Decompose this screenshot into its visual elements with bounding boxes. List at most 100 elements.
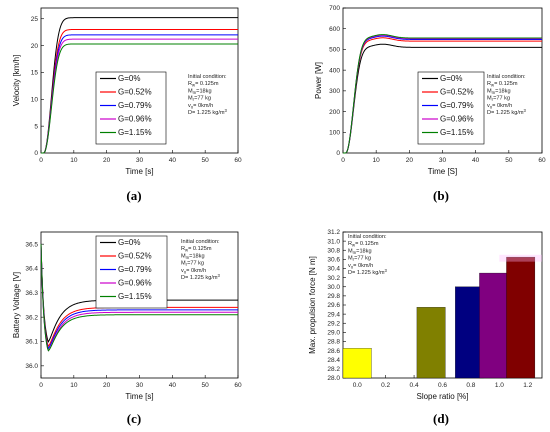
bar bbox=[416, 307, 446, 379]
legend: G=0% G=0.52% G=0.79% G=0.96% G=1.15% bbox=[95, 71, 167, 145]
x-tick-label: 20 bbox=[103, 382, 111, 389]
condition-line: Initial condition: bbox=[487, 74, 526, 80]
x-tick-label: 1.0 bbox=[495, 382, 504, 389]
series-line bbox=[40, 244, 238, 352]
x-tick-label: 0.4 bbox=[410, 382, 419, 389]
y-tick-label: 36.3 bbox=[25, 290, 38, 297]
legend-entry: G=1.15% bbox=[118, 128, 152, 137]
initial-conditions: Initial condition:Rw= 0.125mMm=18kgMr=77… bbox=[188, 74, 228, 116]
condition-line: vo= 0km/h bbox=[188, 103, 213, 110]
x-tick-label: 0.2 bbox=[381, 382, 390, 389]
y-tick-label: 28.2 bbox=[327, 366, 340, 373]
y-tick-label: 28.4 bbox=[327, 357, 340, 364]
y-tick-label: 28.8 bbox=[327, 339, 340, 346]
panel-d: 28.0 28.2 28.4 28.6 28.8 29.0 29.2 29.4 29.6 29.8… bbox=[308, 229, 543, 426]
legend-entry: G=0.79% bbox=[118, 265, 152, 274]
x-axis-label: Slope ratio [%] bbox=[416, 392, 468, 401]
initial-conditions: Initial condition:Rw= 0.125mMm=18kgMr=77… bbox=[487, 74, 527, 116]
y-tick-label: 29.6 bbox=[327, 302, 340, 309]
condition-line: D= 1.225 kg/m3 bbox=[348, 268, 388, 276]
series-line bbox=[343, 43, 542, 154]
series-line bbox=[343, 34, 542, 154]
bar bbox=[506, 256, 536, 379]
x-tick-label: 0.8 bbox=[466, 382, 475, 389]
series-line bbox=[343, 34, 542, 154]
y-tick-label: 10 bbox=[31, 96, 39, 103]
y-axis-label: Velocity [km/h] bbox=[12, 55, 21, 107]
condition-line: Mm=18kg bbox=[181, 253, 205, 260]
series-line bbox=[41, 38, 238, 154]
y-tick-label: 30.0 bbox=[327, 284, 340, 291]
panel-b: 0 100 200 300 400 500 600 700 0 10 20 30 40 50 60 Time … bbox=[314, 5, 546, 203]
x-tick-label: 0 bbox=[39, 382, 43, 389]
condition-line: D= 1.225 kg/m3 bbox=[181, 273, 221, 281]
condition-line: Mm=18kg bbox=[188, 88, 212, 95]
y-tick-label: 36.4 bbox=[25, 266, 38, 273]
y-tick-label: 600 bbox=[329, 26, 340, 33]
y-tick-label: 700 bbox=[329, 5, 340, 12]
x-tick-label: 40 bbox=[472, 157, 480, 164]
legend-entry: G=0.79% bbox=[118, 101, 152, 110]
x-tick-label: 20 bbox=[103, 157, 111, 164]
y-tick-label: 29.8 bbox=[327, 293, 340, 300]
y-tick-label: 36.2 bbox=[25, 314, 38, 321]
condition-line: Initial condition: bbox=[181, 239, 220, 245]
series-line bbox=[41, 43, 238, 154]
x-tick-label: 50 bbox=[202, 157, 210, 164]
y-tick-label: 31.2 bbox=[327, 229, 340, 236]
y-tick-label: 28.6 bbox=[327, 348, 340, 355]
x-tick-label: 50 bbox=[505, 157, 513, 164]
y-axis-label: Power [W] bbox=[314, 62, 323, 99]
condition-line: D= 1.225 kg/m3 bbox=[487, 108, 527, 116]
highlight bbox=[499, 254, 542, 262]
legend-entry: G=0% bbox=[118, 74, 140, 83]
y-tick-label: 29.0 bbox=[327, 330, 340, 337]
condition-line: vo= 0km/h bbox=[487, 103, 512, 110]
y-tick-label: 300 bbox=[329, 88, 340, 95]
y-tick-label: 400 bbox=[329, 67, 340, 74]
condition-line: Initial condition: bbox=[188, 74, 227, 80]
legend-entry: G=1.15% bbox=[118, 292, 152, 301]
series-line bbox=[40, 244, 238, 352]
series-line bbox=[41, 17, 238, 154]
y-tick-label: 500 bbox=[329, 47, 340, 54]
x-tick-label: 60 bbox=[234, 157, 242, 164]
condition-line: Mr=77 kg bbox=[188, 96, 211, 103]
panel-label: (d) bbox=[433, 411, 449, 426]
x-axis-label: Time [S] bbox=[428, 167, 457, 176]
y-tick-label: 100 bbox=[329, 129, 340, 136]
series-line bbox=[40, 244, 238, 350]
y-tick-label: 15 bbox=[31, 70, 39, 77]
condition-line: Rw= 0.125m bbox=[487, 81, 518, 88]
y-tick-label: 20 bbox=[31, 43, 39, 50]
initial-conditions: Initial condition:Rw= 0.125mMm=18kgMr=77… bbox=[348, 234, 388, 276]
y-axis-label: Max. propulsion force [N m] bbox=[308, 256, 317, 354]
x-tick-label: 40 bbox=[169, 157, 177, 164]
y-tick-label: 30.6 bbox=[327, 257, 340, 264]
bar bbox=[342, 348, 372, 379]
x-tick-label: 60 bbox=[234, 382, 242, 389]
panel-label: (a) bbox=[126, 188, 141, 203]
legend-entry: G=0.96% bbox=[118, 279, 152, 288]
legend-entry: G=0.96% bbox=[118, 115, 152, 124]
legend-entry: G=0.96% bbox=[440, 115, 474, 124]
x-tick-label: 30 bbox=[439, 157, 447, 164]
y-tick-label: 36.1 bbox=[25, 339, 38, 346]
x-tick-label: 40 bbox=[169, 382, 177, 389]
legend-entry: G=0.52% bbox=[118, 252, 152, 261]
legend-entry: G=0.52% bbox=[118, 88, 152, 97]
x-tick-label: 60 bbox=[538, 157, 546, 164]
y-tick-label: 29.4 bbox=[327, 311, 340, 318]
legend-entry: G=0% bbox=[118, 238, 140, 247]
x-tick-label: 10 bbox=[70, 382, 78, 389]
x-tick-label: 0.6 bbox=[438, 382, 447, 389]
series-line bbox=[41, 28, 238, 154]
y-tick-label: 25 bbox=[31, 16, 39, 23]
y-tick-label: 200 bbox=[329, 109, 340, 116]
condition-line: vo= 0km/h bbox=[181, 268, 206, 275]
y-tick-label: 5 bbox=[34, 123, 38, 130]
x-tick-label: 0 bbox=[341, 157, 345, 164]
x-tick-label: 30 bbox=[136, 382, 144, 389]
legend-entry: G=1.15% bbox=[440, 128, 474, 137]
